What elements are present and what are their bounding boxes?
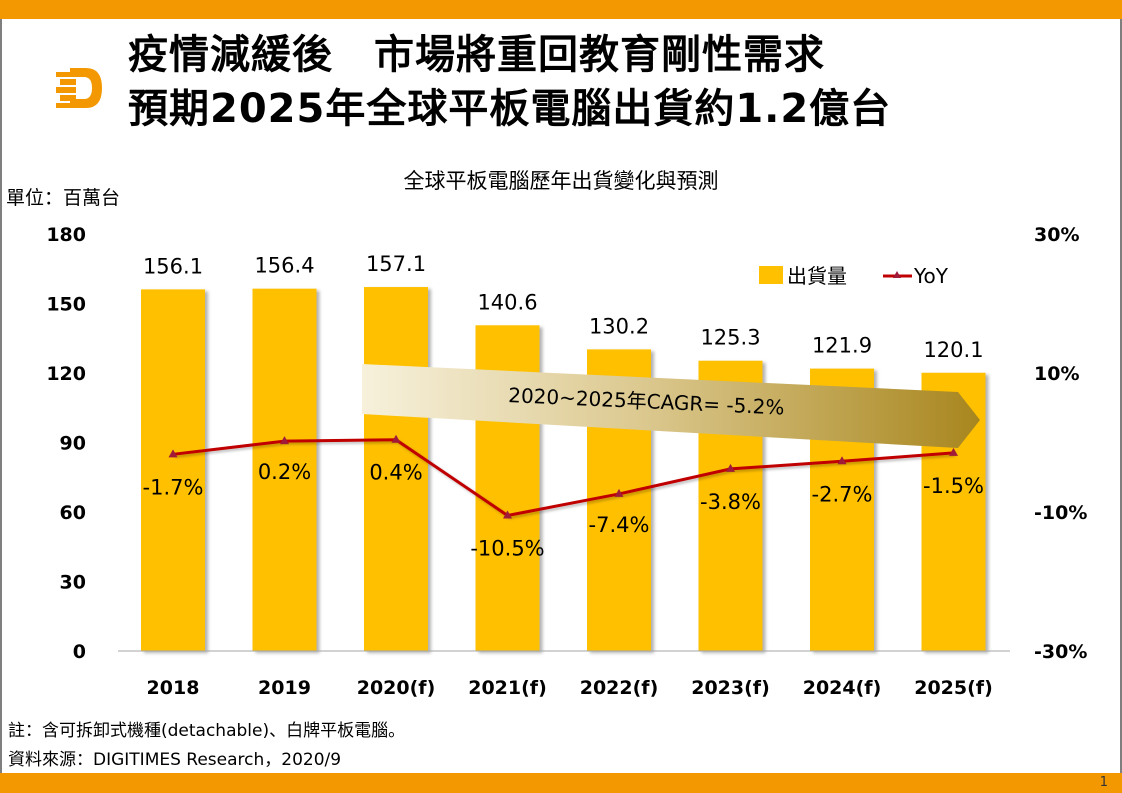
yoy-value-label: -10.5% [470,536,544,560]
x-tick-label: 2018 [147,677,200,699]
x-tick-label: 2020(f) [357,677,436,699]
left-y-tick-label: 120 [46,363,86,385]
bar-value-labels: 156.1 156.4 157.1 140.6 130.2 125.3 121.9 120.1 [143,252,984,362]
x-tick-label: 2021(f) [468,677,547,699]
left-y-tick-label: 30 [60,572,86,594]
yoy-marker [280,436,289,445]
yoy-line [172,438,954,518]
page-number: 1 [1099,775,1108,790]
chart-legend: 出貨量 YoY [759,264,949,288]
bar-2020(f) [364,287,428,651]
yoy-line-layer [168,434,958,519]
bar-value-label: 125.3 [700,326,760,350]
yoy-marker [168,449,178,458]
bar-value-label: 121.9 [812,334,872,358]
x-tick-label: 2025(f) [914,677,993,699]
yoy-value-label: 0.4% [369,461,422,485]
right-y-tick-label: 30% [1034,224,1079,246]
yoy-value-label: -3.8% [700,490,761,514]
x-tick-label: 2022(f) [580,677,659,699]
yoy-marker [949,447,958,456]
page-title: 疫情減緩後 市場將重回教育剛性需求預期2025年全球平板電腦出貨約1.2億台 [128,28,891,136]
yoy-value-labels: -1.7% 0.2% 0.4% -10.5% -7.4% -3.8% -2.7% -1.5% [143,460,984,560]
right-y-tick-label: 10% [1034,363,1079,385]
bar-value-label: 130.2 [589,314,649,338]
left-y-tick-label: 90 [60,433,86,455]
yoy-marker [503,510,512,519]
x-tick-label: 2019 [258,677,311,699]
yoy-value-label: 0.2% [258,460,311,484]
x-axis-ticks: 2018 2019 2020(f) 2021(f) 2022(f) 2023(f) 2024… [147,677,993,699]
yoy-value-label: -7.4% [589,513,650,537]
left-border [0,19,2,773]
top-brand-bar [0,0,1122,19]
left-y-tick-label: 0 [73,641,86,663]
title-line-2: 預期2025年全球平板電腦出貨約1.2億台 [128,86,892,132]
yoy-marker [726,463,735,472]
chart-title: 全球平板電腦歷年出貨變化與預測 [403,169,719,193]
bottom-brand-bar [0,773,1122,793]
digitimes-logo-icon [56,68,102,108]
bar-2019 [252,288,317,651]
yoy-value-label: -1.7% [143,475,204,499]
x-tick-label: 2024(f) [803,677,882,699]
yoy-marker [391,434,401,443]
x-tick-label: 2023(f) [691,677,770,699]
data-source: 資料來源：DIGITIMES Research，2020/9 [8,750,342,770]
legend-swatch-yoy-marker [893,271,901,278]
left-y-tick-label: 180 [46,224,86,246]
right-axis-ticks: -30% -10% 10% 30% [1034,224,1087,663]
cagr-annotation: 2020~2025年CAGR= -5.2% [362,364,980,448]
unit-label: 單位：百萬台 [6,187,121,209]
footnote: 註：含可拆卸式機種(detachable)、白牌平板電腦。 [8,721,406,741]
bar-value-label: 120.1 [923,338,983,362]
legend-label-yoy: YoY [913,264,949,288]
right-border [1120,19,1122,773]
cagr-arrow-shape [362,364,980,448]
yoy-value-label: -2.7% [812,482,873,506]
bar-value-label: 140.6 [477,290,537,314]
bar-value-label: 156.4 [254,254,314,278]
right-y-tick-label: -30% [1034,641,1087,663]
legend-swatch-shipments [759,266,783,284]
title-line-1: 疫情減緩後 市場將重回教育剛性需求 [128,32,825,78]
yoy-value-label: -1.5% [923,474,984,498]
yoy-marker [614,488,624,497]
yoy-marker [837,456,847,465]
left-y-tick-label: 150 [46,294,86,316]
left-axis-ticks: 0 30 60 90 120 150 180 [46,224,86,663]
legend-label-shipments: 出貨量 [787,264,847,288]
bar-value-label: 156.1 [143,254,203,278]
left-y-tick-label: 60 [60,502,86,524]
bar-2018 [141,289,205,651]
bar-value-label: 157.1 [366,252,426,276]
right-y-tick-label: -10% [1034,502,1087,524]
